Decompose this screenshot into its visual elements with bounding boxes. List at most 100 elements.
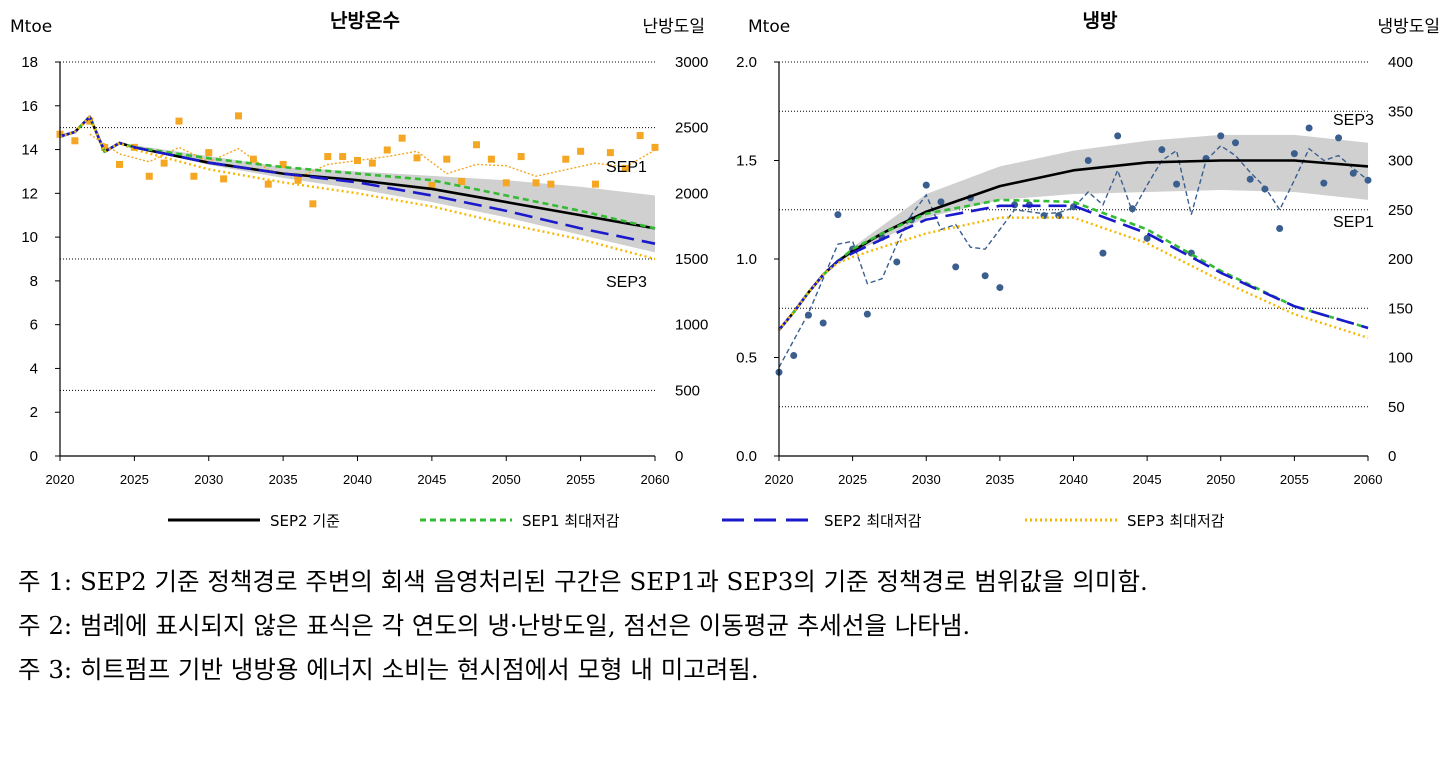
heating-tick-labels: 0 2 4 6 8 10 12 14 16 18 0 500 1000 1500 2000 2500 3000 2…: [21, 54, 708, 487]
heating-degree-day-point: [279, 160, 287, 168]
cooling-degree-day-point: [1231, 139, 1239, 147]
footnote-2: 주 2: 범례에 표시되지 않은 표식은 각 연도의 냉·난방도일, 점선은 이…: [18, 604, 1438, 648]
heating-degree-day-point: [86, 117, 94, 125]
cooling-right-tick-label: 50: [1388, 399, 1405, 416]
cooling-right-tick-label: 0: [1388, 448, 1396, 465]
cooling-tick-labels: 0.0 0.5 1.0 1.5 2.0 0 50 100 150 200 250 300 350 400 2…: [736, 54, 1413, 487]
heating-degree-day-point: [220, 175, 228, 183]
cooling-chart: 0.0 0.5 1.0 1.5 2.0 0 50 100 150 200 250 300 350 400 2…: [736, 10, 1440, 487]
cooling-left-tick-label: 1.0: [736, 251, 757, 268]
cooling-degree-day-markers: [775, 124, 1372, 376]
cooling-degree-day-point: [996, 284, 1004, 292]
heating-degree-day-point: [116, 160, 123, 168]
cooling-left-unit: Mtoe: [748, 17, 790, 37]
heating-right-unit: 난방도일: [642, 17, 705, 37]
cooling-moving-average: [778, 144, 1369, 368]
legend-label-sep2-max: SEP2 최대저감: [824, 512, 922, 530]
footnote-1-label: 주 1:: [18, 567, 80, 596]
heating-left-tick-label: 16: [21, 98, 38, 115]
legend: SEP2 기준 SEP1 최대저감 SEP2 최대저감 SEP3 최대저감: [168, 512, 1225, 530]
heating-degree-day-point: [190, 172, 198, 180]
heating-right-tick-label: 1000: [675, 317, 708, 334]
cooling-degree-day-point: [937, 198, 945, 206]
cooling-right-tick-label: 400: [1388, 54, 1413, 71]
cooling-degree-day-point: [1040, 212, 1048, 220]
cooling-degree-day-point: [922, 181, 930, 189]
cooling-range-band-area: [837, 134, 1368, 265]
heating-left-tick-label: 10: [21, 229, 38, 246]
cooling-right-tick-label: 200: [1388, 251, 1413, 268]
heating-degree-day-point: [294, 176, 302, 184]
cooling-x-tick-label: 2055: [1280, 472, 1309, 487]
heating-right-tick-label: 3000: [675, 54, 708, 71]
heating-degree-day-point: [547, 180, 555, 188]
footnote-2-label: 주 2:: [18, 611, 80, 640]
cooling-gridlines: [779, 61, 1368, 408]
cooling-right-tick-label: 150: [1388, 300, 1413, 317]
heating-degree-day-point: [309, 200, 317, 208]
heating-degree-day-point: [517, 153, 525, 161]
heating-degree-day-point: [636, 132, 644, 140]
cooling-x-tick-label: 2050: [1206, 472, 1235, 487]
cooling-left-tick-label: 0.0: [736, 448, 757, 465]
cooling-degree-day-point: [1246, 175, 1254, 183]
heating-right-tick-label: 2500: [675, 120, 708, 137]
cooling-x-tick-label: 2040: [1059, 472, 1088, 487]
heating-degree-day-point: [502, 179, 510, 187]
cooling-degree-day-point: [893, 258, 901, 266]
heating-degree-day-point: [101, 143, 109, 151]
heating-degree-day-point: [235, 112, 242, 120]
footnote-1: 주 1: SEP2 기준 정책경로 주변의 회색 음영처리된 구간은 SEP1과…: [18, 560, 1438, 604]
cooling-degree-day-point: [1261, 185, 1269, 193]
cooling-moving-average-line: [778, 144, 1369, 368]
footnote-2-text: 범례에 표시되지 않은 표식은 각 연도의 냉·난방도일, 점선은 이동평균 추…: [79, 611, 971, 640]
heating-degree-day-point: [368, 159, 376, 167]
heating-degree-day-point: [398, 134, 406, 142]
heating-x-tick-label: 2050: [492, 472, 521, 487]
cooling-degree-day-point: [804, 311, 812, 319]
cooling-chart-title: 냉방: [1083, 10, 1118, 32]
cooling-left-tick-label: 0.5: [736, 350, 757, 367]
cooling-x-tick-label: 2020: [765, 472, 794, 487]
cooling-degree-day-point: [1349, 169, 1357, 177]
heating-degree-day-point: [532, 179, 540, 187]
heating-x-tick-label: 2025: [120, 472, 149, 487]
cooling-annotation-sep1: SEP1: [1333, 214, 1374, 231]
heating-degree-day-point: [606, 149, 614, 157]
heating-degree-day-point: [443, 155, 451, 163]
heating-left-unit: Mtoe: [10, 17, 52, 37]
cooling-degree-day-point: [1099, 249, 1107, 257]
heating-x-tick-label: 2020: [46, 472, 75, 487]
heating-left-tick-label: 0: [30, 448, 38, 465]
heating-chart: 0 2 4 6 8 10 12 14 16 18 0 500 1000 1500 2000 2500 3000 2…: [10, 10, 708, 487]
heating-x-tick-label: 2040: [343, 472, 372, 487]
cooling-x-tick-label: 2060: [1354, 472, 1383, 487]
cooling-series-sep2-max: [777, 204, 1369, 331]
heating-right-tick-label: 0: [675, 448, 683, 465]
heating-series-sep3-max: [59, 115, 656, 261]
heating-degree-day-point: [145, 172, 153, 180]
cooling-range-band: [837, 134, 1368, 265]
heating-left-tick-label: 8: [30, 273, 38, 290]
cooling-series-sep3-max: [778, 216, 1369, 339]
cooling-x-tick-label: 2035: [985, 472, 1014, 487]
cooling-left-tick-label: 2.0: [736, 54, 757, 71]
heating-degree-day-point: [473, 141, 480, 149]
legend-label-sep3-max: SEP3 최대저감: [1127, 512, 1225, 530]
heating-degree-day-point: [428, 181, 436, 189]
heating-x-tick-label: 2060: [641, 472, 670, 487]
cooling-degree-day-point: [1320, 179, 1328, 187]
heating-moving-average: [89, 133, 656, 179]
heating-moving-average-line: [89, 133, 656, 179]
cooling-degree-day-point: [952, 263, 960, 271]
heating-degree-day-point: [175, 117, 183, 125]
heating-left-tick-label: 4: [30, 360, 38, 377]
cooling-degree-day-point: [1217, 132, 1225, 140]
footnotes: 주 1: SEP2 기준 정책경로 주변의 회색 음영처리된 구간은 SEP1과…: [18, 560, 1438, 692]
heating-x-tick-label: 2035: [269, 472, 298, 487]
cooling-left-tick-label: 1.5: [736, 153, 757, 170]
heating-right-tick-label: 2000: [675, 185, 708, 202]
heating-right-tick-label: 500: [675, 382, 700, 399]
heating-x-tick-label: 2030: [194, 472, 223, 487]
cooling-degree-day-point: [981, 272, 989, 280]
